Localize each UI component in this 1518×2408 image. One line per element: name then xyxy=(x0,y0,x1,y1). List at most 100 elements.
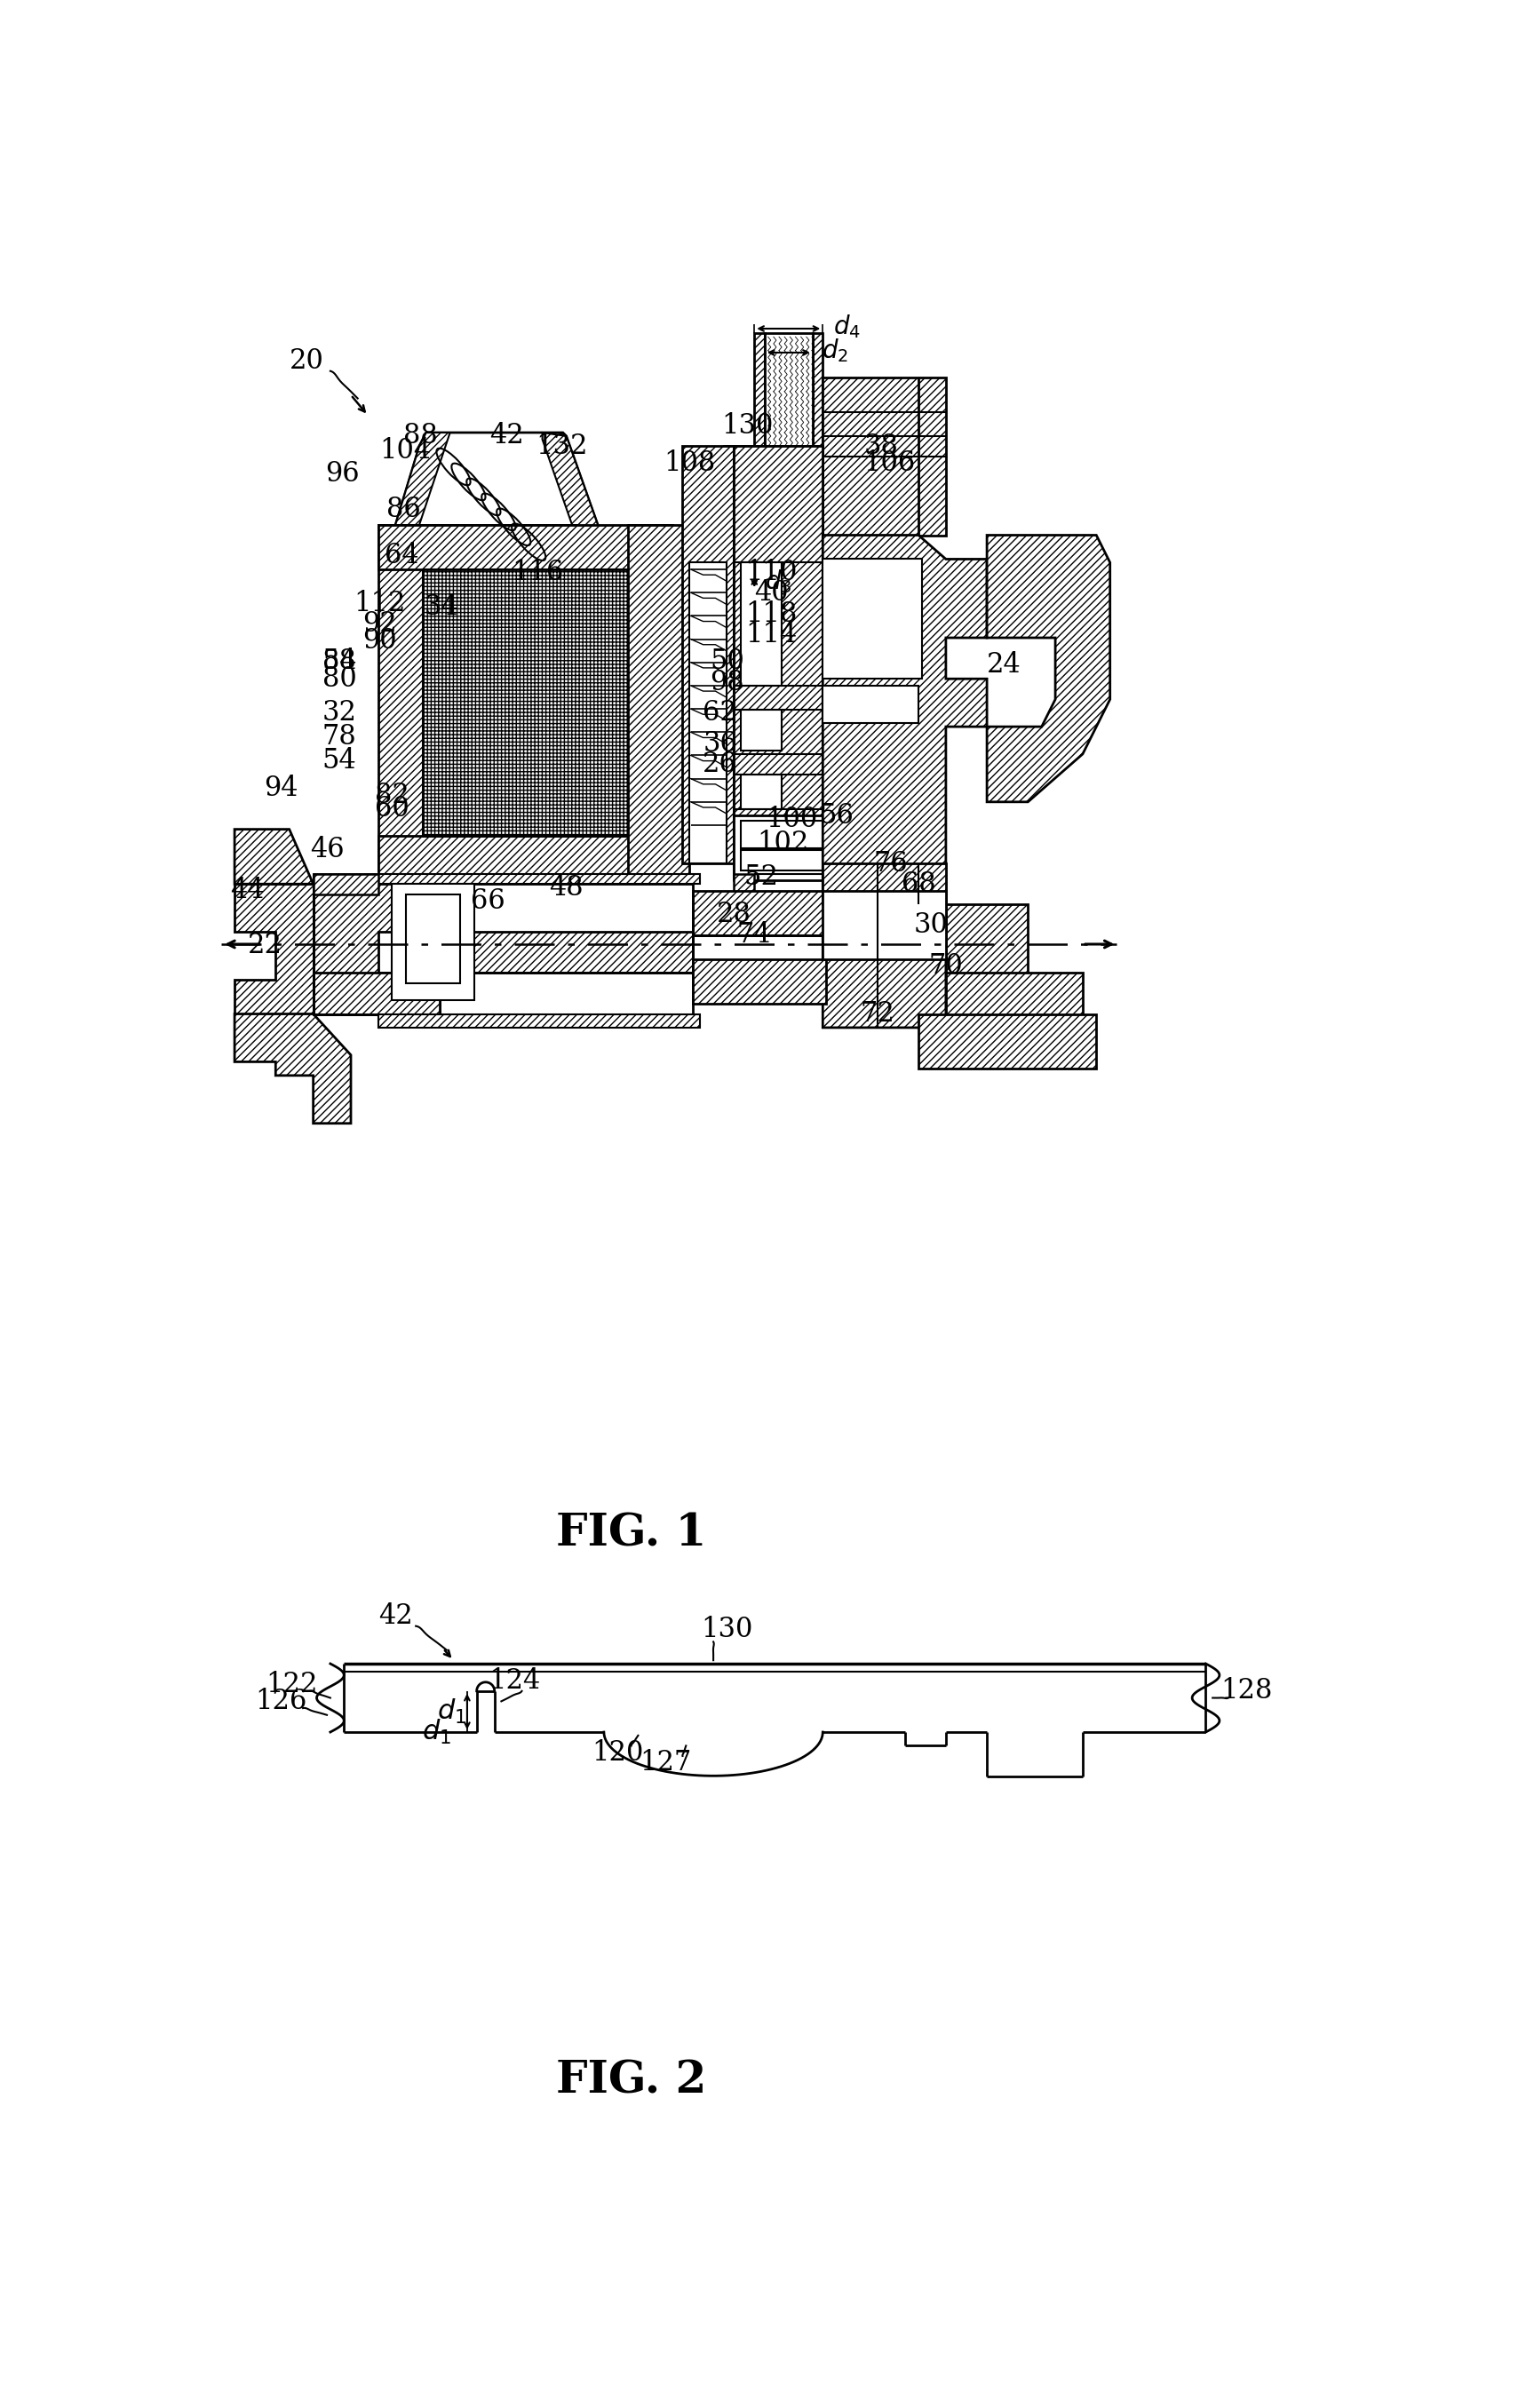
Bar xyxy=(683,445,733,864)
Text: 98: 98 xyxy=(710,669,744,696)
Text: 120: 120 xyxy=(592,1739,644,1767)
Bar xyxy=(692,958,826,1004)
Polygon shape xyxy=(542,433,604,547)
Text: 56: 56 xyxy=(820,802,853,828)
Text: 58: 58 xyxy=(322,648,357,677)
Text: 28: 28 xyxy=(716,901,751,929)
Bar xyxy=(741,850,826,869)
Text: 74: 74 xyxy=(738,922,771,949)
Bar xyxy=(689,563,727,864)
Text: 20: 20 xyxy=(288,347,323,376)
Bar xyxy=(392,884,474,999)
Polygon shape xyxy=(387,433,449,556)
Text: $d_2$: $d_2$ xyxy=(821,337,849,364)
Bar xyxy=(378,1014,700,1028)
Text: 86: 86 xyxy=(386,496,420,523)
Text: 112: 112 xyxy=(354,590,405,616)
Bar xyxy=(741,821,826,848)
Text: 124: 124 xyxy=(489,1666,540,1695)
Bar xyxy=(440,932,692,973)
Polygon shape xyxy=(235,1014,351,1125)
Text: $d_1$: $d_1$ xyxy=(437,1698,466,1727)
Text: 64: 64 xyxy=(386,542,419,568)
Text: 100: 100 xyxy=(767,804,818,833)
Text: 84: 84 xyxy=(322,648,357,677)
Text: 110: 110 xyxy=(745,559,797,588)
Bar xyxy=(430,556,542,653)
Text: 30: 30 xyxy=(914,910,949,939)
Text: 68: 68 xyxy=(902,869,935,898)
Polygon shape xyxy=(724,445,850,515)
Text: 128: 128 xyxy=(1220,1678,1272,1705)
Bar xyxy=(733,874,754,896)
Bar xyxy=(405,893,460,982)
Text: 34: 34 xyxy=(424,592,458,621)
Bar xyxy=(823,864,946,905)
Text: 78: 78 xyxy=(322,722,357,751)
Text: 108: 108 xyxy=(663,450,715,477)
Text: 36: 36 xyxy=(703,730,738,759)
Text: 60: 60 xyxy=(375,795,408,824)
Bar xyxy=(378,874,700,884)
Text: 66: 66 xyxy=(471,886,505,915)
Bar xyxy=(628,525,689,874)
Text: 132: 132 xyxy=(536,433,587,460)
Bar xyxy=(765,460,812,494)
Polygon shape xyxy=(235,884,313,1014)
Text: 126: 126 xyxy=(255,1688,307,1714)
Text: 40: 40 xyxy=(754,580,789,607)
Polygon shape xyxy=(987,535,1110,802)
Bar xyxy=(741,563,782,686)
Bar xyxy=(733,445,823,877)
Text: 24: 24 xyxy=(987,650,1022,679)
Text: 50: 50 xyxy=(710,648,744,677)
Text: FIG. 1: FIG. 1 xyxy=(556,1512,706,1556)
Text: 96: 96 xyxy=(325,460,360,486)
Bar xyxy=(946,973,1082,1028)
Text: 26: 26 xyxy=(703,751,738,778)
Text: 42: 42 xyxy=(490,421,524,450)
Bar xyxy=(440,566,533,633)
Text: $d_4$: $d_4$ xyxy=(833,313,861,340)
Bar xyxy=(946,905,1028,1028)
Bar xyxy=(313,973,440,1014)
Text: 118: 118 xyxy=(745,600,797,628)
Text: 88: 88 xyxy=(404,421,437,450)
Bar xyxy=(754,332,765,508)
Text: $d_3$: $d_3$ xyxy=(765,568,792,595)
Polygon shape xyxy=(313,884,440,1014)
Text: 127: 127 xyxy=(639,1748,691,1777)
Text: 130: 130 xyxy=(701,1616,753,1642)
Text: 130: 130 xyxy=(721,412,774,441)
Bar xyxy=(422,568,628,836)
Bar xyxy=(378,836,672,874)
Text: 122: 122 xyxy=(266,1671,317,1698)
Text: 82: 82 xyxy=(375,780,410,809)
Text: 90: 90 xyxy=(363,628,396,655)
Text: $d_1$: $d_1$ xyxy=(422,1717,451,1746)
Text: 70: 70 xyxy=(929,951,962,980)
Text: 114: 114 xyxy=(745,621,797,648)
Text: 104: 104 xyxy=(380,438,431,465)
Bar xyxy=(422,568,628,836)
Bar xyxy=(733,816,833,881)
Text: 48: 48 xyxy=(550,874,583,901)
Text: 62: 62 xyxy=(703,698,738,727)
Text: 80: 80 xyxy=(322,665,357,694)
Bar xyxy=(823,445,891,515)
Text: 38: 38 xyxy=(864,433,899,460)
Bar xyxy=(918,1014,1096,1069)
Text: 76: 76 xyxy=(874,850,908,877)
Text: 42: 42 xyxy=(378,1601,413,1630)
Bar xyxy=(378,525,422,869)
Polygon shape xyxy=(823,535,987,1028)
Polygon shape xyxy=(235,828,313,884)
Text: 92: 92 xyxy=(363,609,396,638)
Bar xyxy=(741,775,782,809)
Text: 22: 22 xyxy=(247,932,282,958)
Bar xyxy=(692,891,826,934)
Text: 102: 102 xyxy=(757,828,809,857)
Text: 94: 94 xyxy=(264,775,298,802)
Bar xyxy=(399,525,577,559)
Bar xyxy=(741,710,782,751)
